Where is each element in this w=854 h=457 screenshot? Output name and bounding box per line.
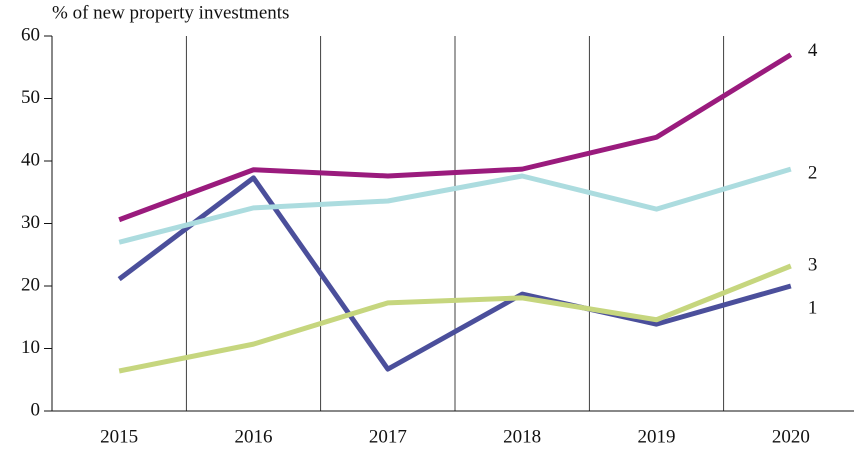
y-tick-label: 0 (31, 399, 41, 420)
x-tick-label: 2019 (638, 426, 676, 447)
y-axis-label: % of new property investments (52, 2, 289, 23)
x-tick-label: 2016 (235, 426, 273, 447)
line-series (117, 175, 792, 372)
series-label: 4 (808, 40, 818, 61)
x-tick-label: 2017 (369, 426, 407, 447)
x-tick-label: 2020 (772, 426, 810, 447)
line-series (118, 52, 793, 223)
y-tick-label: 50 (21, 87, 40, 108)
y-tick-label: 40 (21, 149, 40, 170)
series-label: 3 (808, 254, 818, 275)
series-label: 1 (808, 297, 818, 318)
x-tick-label: 2018 (503, 426, 541, 447)
x-tick-label: 2015 (100, 426, 138, 447)
line-series (118, 166, 792, 245)
line-series (118, 263, 792, 374)
y-tick-label: 60 (21, 24, 40, 45)
y-tick-label: 30 (21, 212, 40, 233)
y-tick-label: 10 (21, 337, 40, 358)
series-label: 2 (808, 162, 818, 183)
y-tick-label: 20 (21, 274, 40, 295)
